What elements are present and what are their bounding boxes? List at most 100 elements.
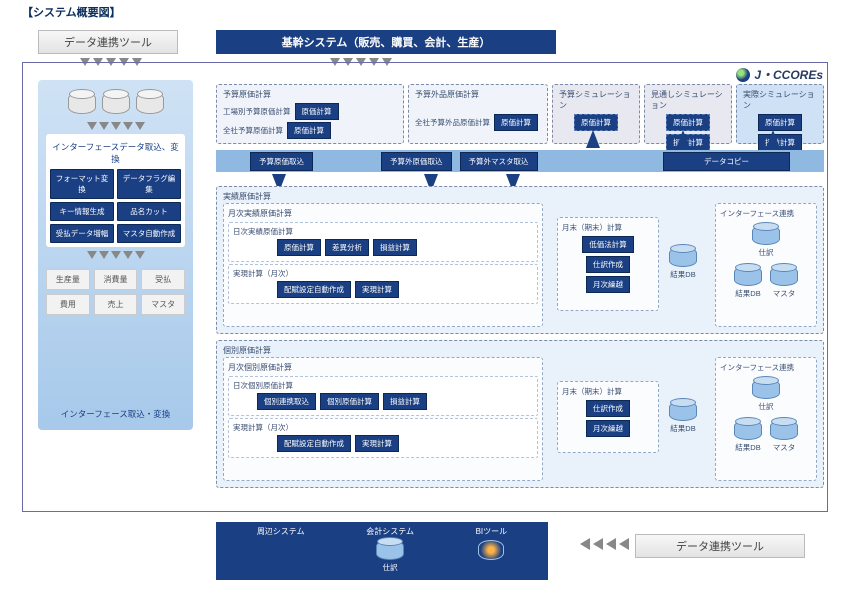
cylinder-group [68, 92, 164, 114]
master-db: マスタ [770, 266, 798, 299]
left-box: 生産量 [46, 269, 90, 290]
if-link-box: インターフェース連携 仕訳 結果DB マスタ [715, 357, 817, 481]
sub-title: インターフェース連携 [720, 208, 812, 219]
left-box: 費用 [46, 294, 90, 315]
page-title: システム概要図 [22, 4, 121, 20]
alloc-auto-button[interactable]: 配賦設定自動作成 [277, 435, 351, 452]
db-label: 結果DB [735, 288, 760, 299]
if-link-box: インターフェース連携 仕訳 結果DB マスタ [715, 203, 817, 327]
row-label: 工場別予算原価計算 [223, 106, 291, 117]
sim-yosan-panel: 予算シミュレーション 原価計算 [552, 84, 640, 144]
alloc-auto-button[interactable]: 配賦設定自動作成 [277, 281, 351, 298]
left-box: マスタ [141, 294, 185, 315]
panel-title: 予算外品原価計算 [415, 89, 541, 100]
bottom-label: BIツール [476, 526, 508, 537]
jisseki-panel: 実績原価計算 月次実績原価計算 日次実績原価計算 原価計算 差異分析 損益計算 … [216, 186, 824, 334]
bottom-label: 周辺システム [257, 526, 305, 537]
calc-button[interactable]: 原価計算 [287, 122, 331, 139]
pl-calc-button[interactable]: 損益計算 [373, 239, 417, 256]
bottom-col: 会計システム 仕訳 [366, 526, 414, 573]
daily-kobetsu-sub: 日次個別原価計算 個別連携取込 個別原価計算 損益計算 [228, 376, 538, 416]
db-label: 結果DB [735, 442, 760, 453]
db-label: 結果DB [670, 269, 695, 280]
sim-calc-button[interactable]: 原価計算 [574, 114, 618, 131]
sim-mitoshi-panel: 見通しシミュレーション 原価計算損益計算 [644, 84, 732, 144]
yosangai-panel: 予算外品原価計算 全社予算外品原価計算原価計算 [408, 84, 548, 144]
carryover-button[interactable]: 月次繰越 [586, 276, 630, 293]
sub-title: 日次個別原価計算 [233, 380, 533, 391]
panel-title: 見通しシミュレーション [651, 89, 725, 111]
real-calc-button[interactable]: 実現計算 [355, 281, 399, 298]
sub-title: 月末（期末）計算 [562, 222, 654, 233]
row-label: 全社予算外品原価計算 [415, 117, 490, 128]
core-system-header: 基幹システム（販売、購買、会計、生産） [216, 30, 556, 54]
real-calc-button[interactable]: 実現計算 [355, 435, 399, 452]
left-box: 受払 [141, 269, 185, 290]
yosangai-import-button[interactable]: 予算外原価取込 [381, 152, 452, 171]
sub-title: 月次実績原価計算 [228, 208, 538, 219]
cost-calc-button[interactable]: 原価計算 [277, 239, 321, 256]
bottom-label: 会計システム [366, 526, 414, 537]
data-flag-edit-button[interactable]: データフラグ編集 [117, 169, 181, 199]
arrow-row [87, 122, 145, 130]
daily-jisseki-sub: 日次実績原価計算 原価計算 差異分析 損益計算 [228, 222, 538, 262]
panel-title: 予算原価計算 [223, 89, 397, 100]
yosangai-master-button[interactable]: 予算外マスタ取込 [460, 152, 538, 171]
result-db: 結果DB [669, 401, 697, 434]
journal-db: 仕訳 [752, 225, 780, 258]
sub-title: 実現計算（月次） [233, 422, 533, 433]
panel-title: 実際シミュレーション [743, 89, 817, 111]
eom-box: 月末（期末）計算 低価法計算 仕訳作成 月次繰越 [557, 217, 659, 311]
left-column: インターフェースデータ取込、変換 フォーマット変換 データフラグ編集 キー情報生… [38, 80, 193, 430]
if-label: インターフェースデータ取込、変換 [50, 141, 181, 165]
individual-cost-button[interactable]: 個別原価計算 [320, 393, 379, 410]
lowcost-button[interactable]: 低価法計算 [582, 236, 634, 253]
calc-button[interactable]: 原価計算 [494, 114, 538, 131]
key-info-gen-button[interactable]: キー情報生成 [50, 202, 114, 221]
fmt-convert-button[interactable]: フォーマット変換 [50, 169, 114, 199]
master-auto-button[interactable]: マスタ自動作成 [117, 224, 181, 243]
real-monthly-sub: 実現計算（月次） 配賦設定自動作成 実現計算 [228, 418, 538, 458]
left-foot-label: インターフェース取込・変換 [61, 408, 171, 420]
left-box: 消費量 [94, 269, 138, 290]
db-label: マスタ [773, 442, 796, 453]
name-cut-button[interactable]: 品名カット [117, 202, 181, 221]
panel-title: 予算シミュレーション [559, 89, 633, 111]
db-label: 仕訳 [759, 401, 774, 412]
logo-text: J・CCOREs [754, 66, 823, 83]
monthly-jisseki-box: 月次実績原価計算 日次実績原価計算 原価計算 差異分析 損益計算 実現計算（月次… [223, 203, 543, 327]
arrow-group-left [580, 538, 629, 550]
sub-title: 実現計算（月次） [233, 268, 533, 279]
panel-title: 個別原価計算 [223, 345, 817, 356]
sub-title: インターフェース連携 [720, 362, 812, 373]
monthly-kobetsu-box: 月次個別原価計算 日次個別原価計算 個別連携取込 個別原価計算 損益計算 実現計… [223, 357, 543, 481]
yosan-import-button[interactable]: 予算原価取込 [250, 152, 313, 171]
bi-icon [478, 540, 504, 560]
kobetsu-panel: 個別原価計算 月次個別原価計算 日次個別原価計算 個別連携取込 個別原価計算 損… [216, 340, 824, 488]
data-link-tool-header: データ連携ツール [38, 30, 178, 54]
db-label: 仕訳 [383, 562, 398, 573]
journal-button[interactable]: 仕訳作成 [586, 400, 630, 417]
receive-amplify-button[interactable]: 受払データ増幅 [50, 224, 114, 243]
individual-import-button[interactable]: 個別連携取込 [257, 393, 316, 410]
pl-calc-button[interactable]: 損益計算 [383, 393, 427, 410]
master-db: マスタ [770, 420, 798, 453]
data-copy-button[interactable]: データコピー [663, 152, 790, 171]
sub-title: 日次実績原価計算 [233, 226, 533, 237]
calc-button[interactable]: 原価計算 [295, 103, 339, 120]
variance-button[interactable]: 差異分析 [325, 239, 369, 256]
left-btn-grid: フォーマット変換 データフラグ編集 キー情報生成 品名カット 受払データ増幅 マ… [50, 169, 181, 243]
sim-pl-button[interactable]: 損益計算 [758, 134, 802, 151]
bottom-bar: 周辺システム 会計システム 仕訳 BIツール [216, 522, 548, 580]
sim-calc-button[interactable]: 原価計算 [666, 114, 710, 131]
result-db-small: 結果DB [734, 420, 762, 453]
carryover-button[interactable]: 月次繰越 [586, 420, 630, 437]
left-box: 売上 [94, 294, 138, 315]
row-label: 全社予算原価計算 [223, 125, 283, 136]
journal-button[interactable]: 仕訳作成 [586, 256, 630, 273]
sim-pl-button[interactable]: 損益計算 [666, 134, 710, 151]
sim-calc-button[interactable]: 原価計算 [758, 114, 802, 131]
yosan-panel: 予算原価計算 工場別予算原価計算原価計算 全社予算原価計算原価計算 [216, 84, 404, 144]
db-label: 仕訳 [759, 247, 774, 258]
db-label: 結果DB [670, 423, 695, 434]
